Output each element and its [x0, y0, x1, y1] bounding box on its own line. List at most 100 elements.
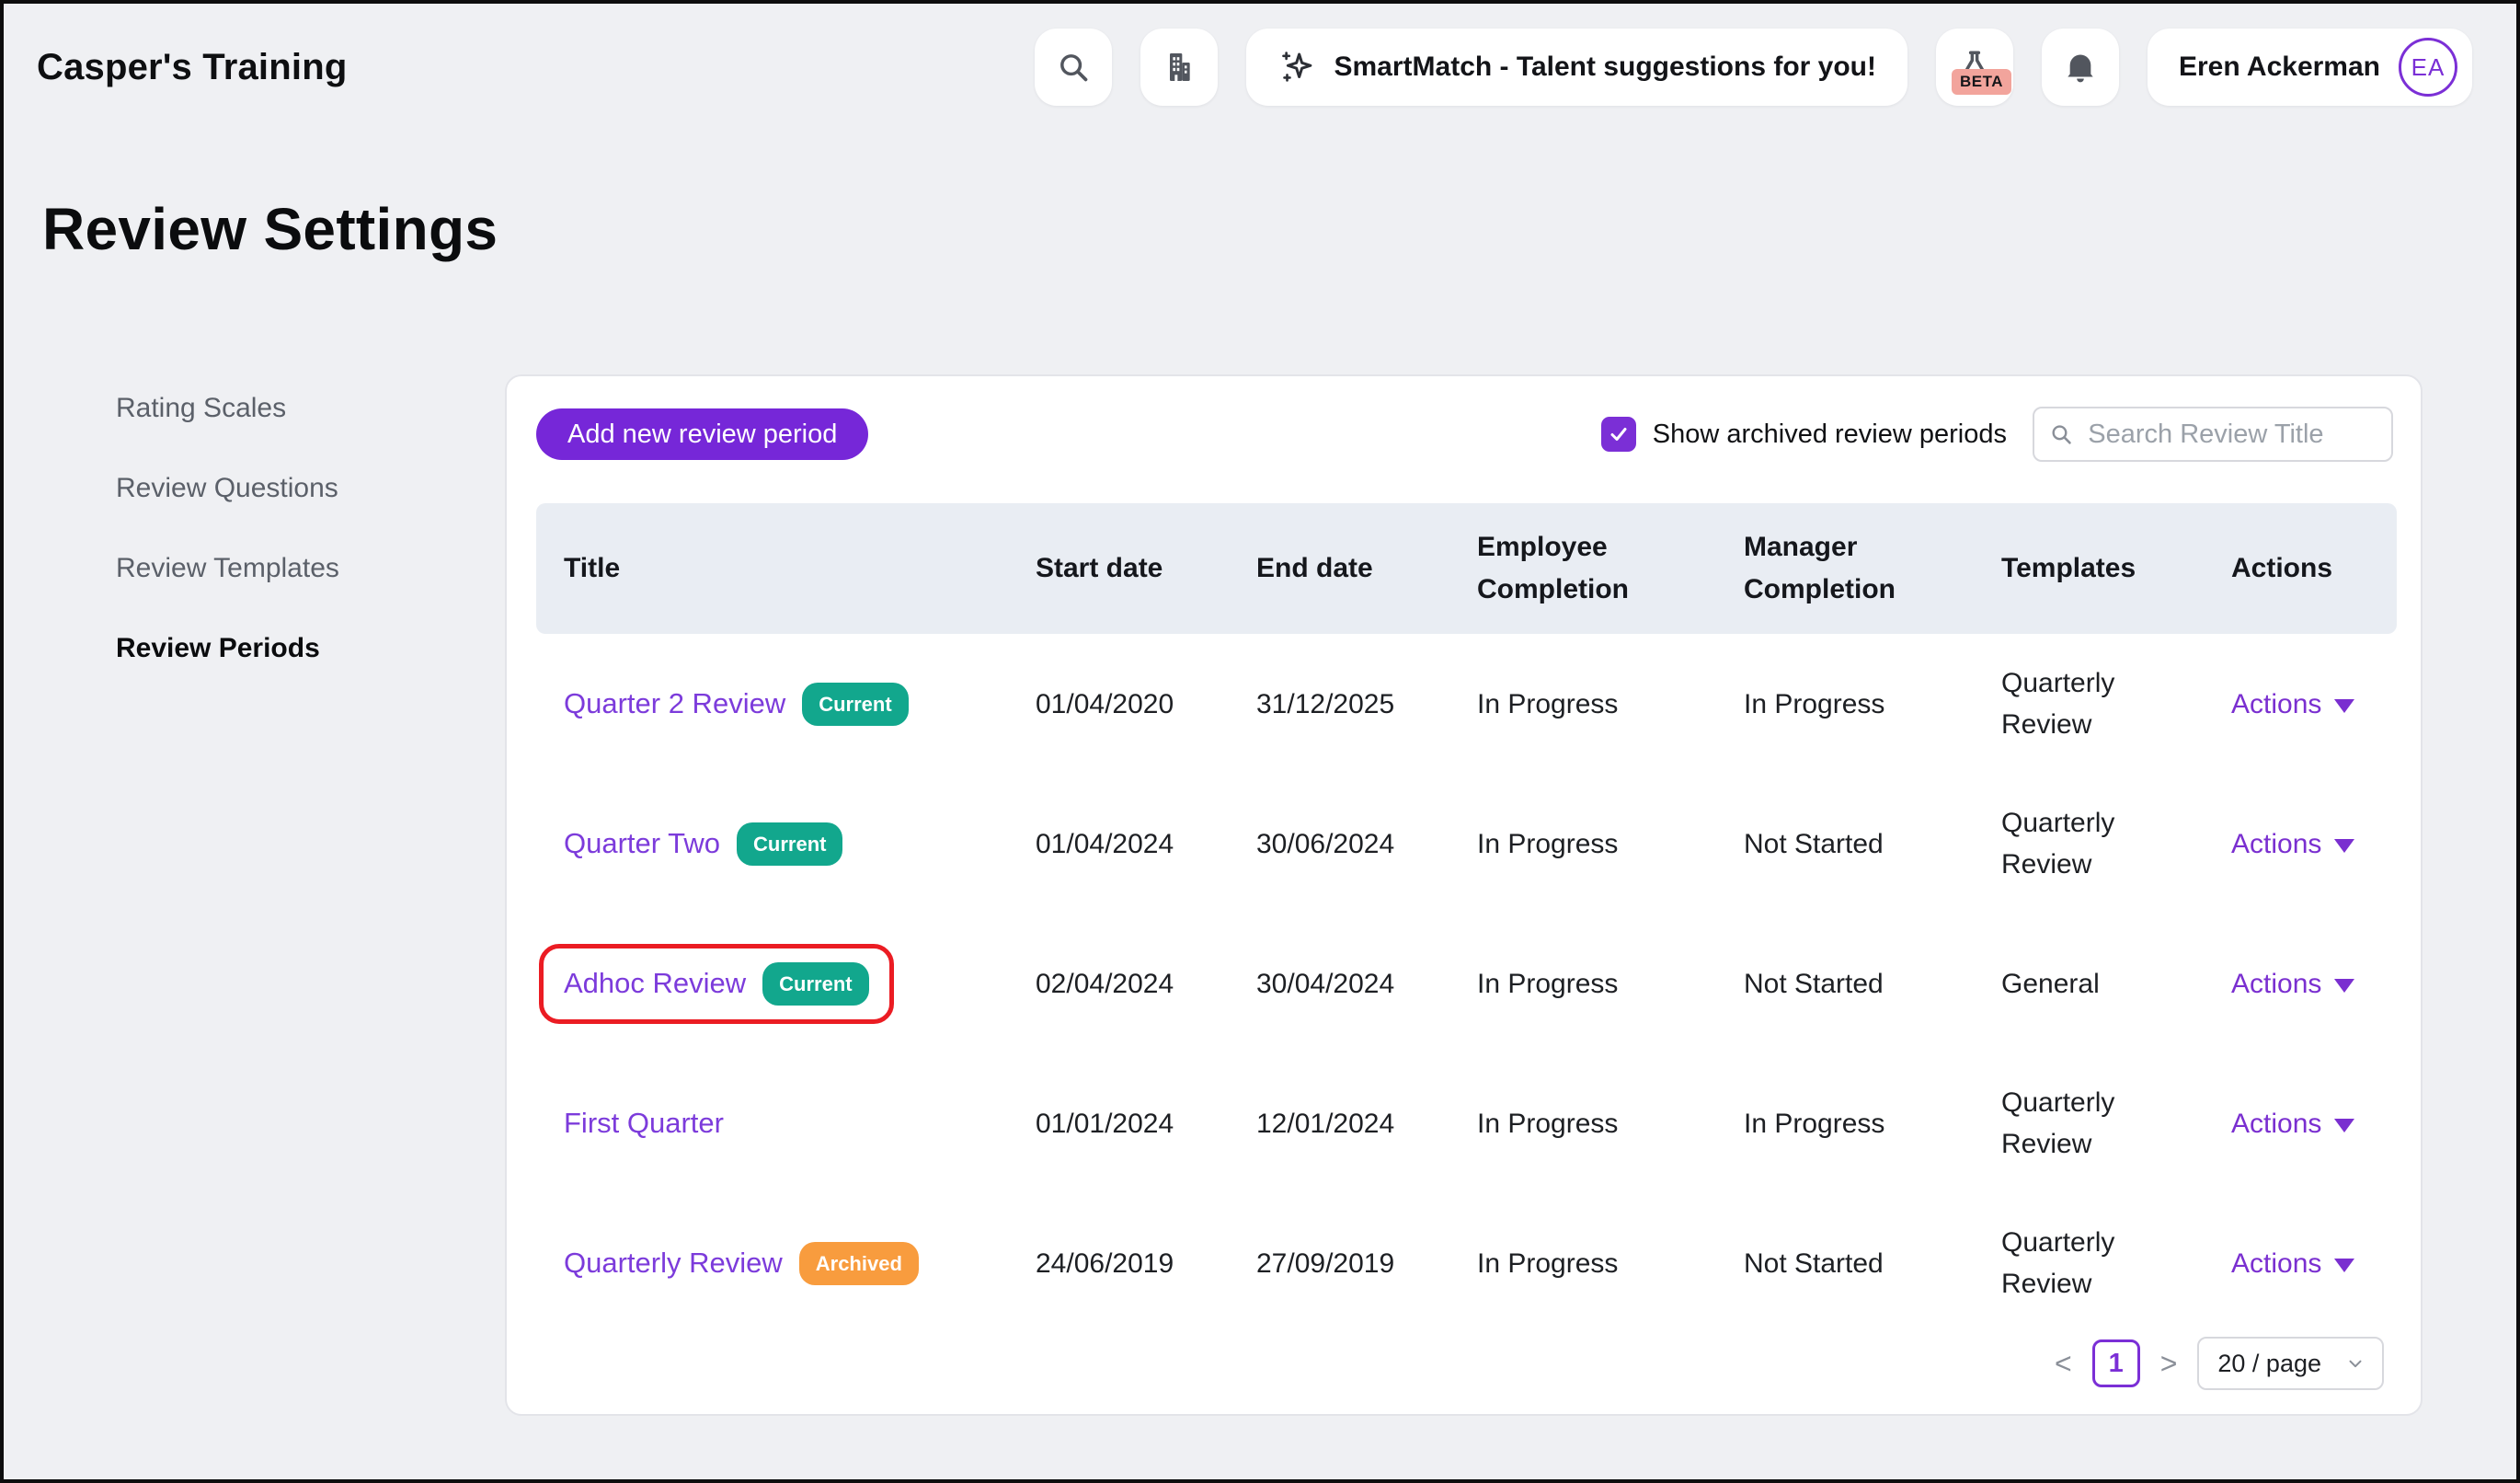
show-archived-label: Show archived review periods [1652, 419, 2007, 449]
chevron-down-icon [2334, 978, 2355, 993]
check-icon [1610, 428, 1627, 441]
start-date-cell: 01/04/2020 [1036, 688, 1174, 719]
actions-label: Actions [2231, 968, 2322, 999]
search-icon [1060, 54, 1087, 82]
review-title-cell: Quarter 2 Review Current [564, 682, 909, 726]
column-header-manager-completion: Manager Completion [1716, 503, 1974, 634]
manager-completion-cell: Not Started [1744, 968, 1884, 999]
chevron-down-icon [2334, 1258, 2355, 1272]
review-period-link[interactable]: Adhoc Review [564, 966, 747, 999]
actions-label: Actions [2231, 1247, 2322, 1279]
actions-dropdown[interactable]: Actions [2231, 684, 2355, 725]
chevron-down-icon [2334, 1118, 2355, 1132]
annotation-highlight: Adhoc Review Current [539, 943, 894, 1024]
manager-completion-cell: In Progress [1744, 688, 1885, 719]
actions-dropdown[interactable]: Actions [2231, 1243, 2355, 1284]
review-period-link[interactable]: Quarter Two [564, 826, 721, 859]
start-date-cell: 02/04/2024 [1036, 968, 1174, 999]
manager-completion-cell: Not Started [1744, 1247, 1884, 1279]
employee-completion-cell: In Progress [1477, 688, 1619, 719]
panel-toolbar: Add new review period Show archived revi… [536, 407, 2393, 462]
review-title-cell: Quarter Two Current [564, 822, 843, 866]
table-header-row: Title Start date End date Employee Compl… [536, 503, 2397, 634]
end-date-cell: 31/12/2025 [1256, 688, 1395, 719]
pagination: < 1 > 20 / page [2053, 1337, 2384, 1390]
sparkles-icon [1281, 52, 1312, 82]
end-date-cell: 12/01/2024 [1256, 1108, 1395, 1139]
search-review-title-input[interactable] [2086, 418, 2377, 451]
user-name: Eren Ackerman [2179, 52, 2380, 82]
avatar: EA [2399, 38, 2457, 97]
templates-cell: Quarterly Review [2001, 668, 2115, 740]
sidebar-item-review-questions[interactable]: Review Questions [116, 473, 338, 503]
smartmatch-label: SmartMatch - Talent suggestions for you! [1334, 52, 1877, 82]
sidebar-item-review-periods[interactable]: Review Periods [116, 633, 320, 663]
page-size-select[interactable]: 20 / page [2197, 1337, 2384, 1390]
search-review-title-box[interactable] [2033, 407, 2393, 462]
labs-button[interactable]: BETA [1936, 29, 2013, 106]
building-icon [1169, 53, 1190, 81]
review-periods-table: Title Start date End date Employee Compl… [536, 503, 2397, 1333]
show-archived-checkbox[interactable] [1600, 417, 1636, 452]
bell-icon [2068, 54, 2093, 83]
previous-page-button[interactable]: < [2055, 1347, 2072, 1380]
actions-label: Actions [2231, 1108, 2322, 1139]
review-period-link[interactable]: Quarterly Review [564, 1246, 783, 1279]
actions-dropdown[interactable]: Actions [2231, 823, 2355, 865]
sidebar-item-rating-scales[interactable]: Rating Scales [116, 393, 287, 423]
beta-badge: BETA [1951, 69, 2011, 95]
page-title: Review Settings [42, 196, 498, 262]
start-date-cell: 01/04/2024 [1036, 828, 1174, 859]
sidebar-item-review-templates[interactable]: Review Templates [116, 553, 339, 583]
table-row: Quarter 2 Review Current 01/04/2020 31/1… [536, 634, 2397, 774]
templates-cell: General [2001, 968, 2100, 999]
page-number[interactable]: 1 [2091, 1339, 2140, 1387]
start-date-cell: 01/01/2024 [1036, 1108, 1174, 1139]
actions-label: Actions [2231, 688, 2322, 719]
actions-dropdown[interactable]: Actions [2231, 963, 2355, 1005]
employee-completion-cell: In Progress [1477, 1108, 1619, 1139]
templates-cell: Quarterly Review [2001, 1227, 2115, 1299]
topbar-actions: SmartMatch - Talent suggestions for you!… [1034, 29, 2472, 106]
add-review-period-button[interactable]: Add new review period [536, 408, 869, 460]
toolbar-right: Show archived review periods [1600, 407, 2393, 462]
search-button[interactable] [1034, 29, 1112, 106]
templates-cell: Quarterly Review [2001, 1087, 2115, 1159]
start-date-cell: 24/06/2019 [1036, 1247, 1174, 1279]
column-header-end-date: End date [1229, 503, 1449, 634]
column-header-title: Title [536, 503, 1008, 634]
status-badge-archived: Archived [798, 1241, 919, 1285]
end-date-cell: 30/04/2024 [1256, 968, 1395, 999]
review-periods-panel: Add new review period Show archived revi… [505, 374, 2423, 1416]
user-menu[interactable]: Eren Ackerman EA [2148, 29, 2472, 106]
review-period-link[interactable]: Quarter 2 Review [564, 686, 786, 719]
search-icon [2052, 425, 2071, 444]
notifications-button[interactable] [2042, 29, 2119, 106]
table-row: Quarterly Review Archived 24/06/2019 27/… [536, 1193, 2397, 1333]
table-row: Adhoc Review Current 02/04/2024 30/04/20… [536, 914, 2397, 1053]
table-row: First Quarter 01/01/2024 12/01/2024 In P… [536, 1053, 2397, 1193]
column-header-templates: Templates [1974, 503, 2204, 634]
review-title-cell: Quarterly Review Archived [564, 1241, 919, 1285]
smartmatch-button[interactable]: SmartMatch - Talent suggestions for you! [1245, 29, 1907, 106]
employee-completion-cell: In Progress [1477, 828, 1619, 859]
actions-label: Actions [2231, 828, 2322, 859]
end-date-cell: 30/06/2024 [1256, 828, 1395, 859]
column-header-employee-completion: Employee Completion [1449, 503, 1716, 634]
organization-button[interactable] [1140, 29, 1218, 106]
manager-completion-cell: In Progress [1744, 1108, 1885, 1139]
table-row: Quarter Two Current 01/04/2024 30/06/202… [536, 774, 2397, 914]
review-period-link[interactable]: First Quarter [564, 1106, 724, 1139]
manager-completion-cell: Not Started [1744, 828, 1884, 859]
next-page-button[interactable]: > [2159, 1347, 2178, 1380]
column-header-start-date: Start date [1008, 503, 1229, 634]
actions-dropdown[interactable]: Actions [2231, 1103, 2355, 1144]
column-header-actions: Actions [2204, 503, 2397, 634]
app-title: Casper's Training [37, 46, 348, 87]
topbar: Casper's Training [37, 26, 2472, 109]
templates-cell: Quarterly Review [2001, 808, 2115, 879]
employee-completion-cell: In Progress [1477, 1247, 1619, 1279]
page-size-value: 20 / page [2217, 1349, 2321, 1377]
chevron-down-icon [2334, 698, 2355, 713]
